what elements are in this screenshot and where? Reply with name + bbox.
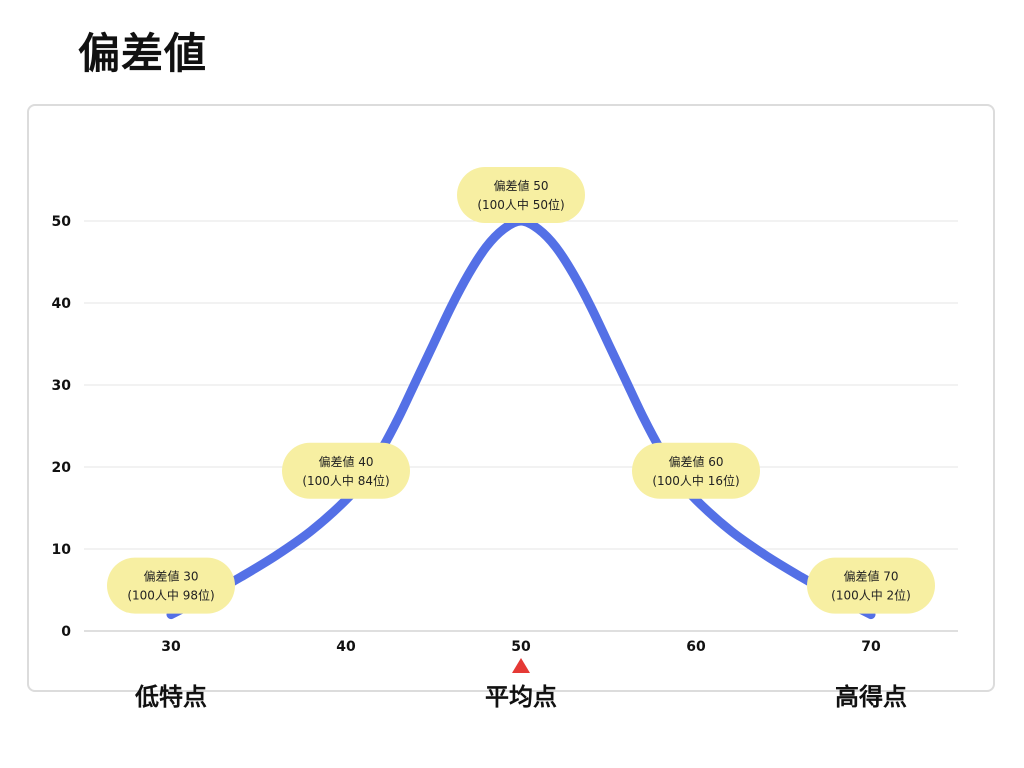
- callout-rank-text: (100人中 98位): [127, 588, 214, 603]
- y-tick-label: 10: [52, 542, 72, 558]
- mean-marker-icon: [512, 658, 530, 673]
- y-tick-label: 40: [52, 296, 72, 312]
- y-tick-label: 50: [52, 214, 72, 230]
- score-region-label: 高得点: [835, 683, 907, 711]
- page-title: 偏差値: [78, 29, 208, 78]
- y-tick-label: 0: [61, 624, 71, 640]
- callout-score-text: 偏差値 50: [493, 178, 548, 193]
- callout-label: 偏差値 50 (100人中 50位): [457, 167, 585, 223]
- bell-curve-line: [166, 216, 876, 620]
- callout-bubble: [282, 442, 410, 499]
- line-layer: [166, 216, 876, 620]
- score-region-label: 平均点: [485, 683, 557, 711]
- callout-bubble: [807, 557, 935, 614]
- x-tick-label: 40: [336, 639, 356, 655]
- callout-label: 偏差値 60 (100人中 16位): [632, 442, 760, 499]
- callout-score-text: 偏差値 70: [843, 569, 898, 584]
- score-region-label: 低特点: [134, 683, 207, 711]
- callout-score-text: 偏差値 40: [318, 454, 373, 469]
- x-tick-label: 50: [511, 639, 531, 655]
- x-tick-label: 70: [861, 639, 881, 655]
- y-tick-label: 20: [52, 460, 72, 476]
- callout-rank-text: (100人中 16位): [652, 473, 739, 488]
- x-tick-label: 60: [686, 639, 706, 655]
- callout-rank-text: (100人中 50位): [477, 197, 564, 212]
- tick-layer: 0 10 20 30 40 50 30 40 50 60 70: [52, 214, 881, 655]
- callout-bubble: [632, 442, 760, 499]
- callout-score-text: 偏差値 30: [143, 569, 198, 584]
- callout-label: 偏差値 30 (100人中 98位): [107, 557, 235, 614]
- callout-score-text: 偏差値 60: [668, 454, 723, 469]
- callout-label: 偏差値 70 (100人中 2位): [807, 557, 935, 614]
- callout-layer: 偏差値 30 (100人中 98位) 偏差値 40 (100人中 84位) 偏差値 50…: [107, 167, 935, 614]
- callout-label: 偏差値 40 (100人中 84位): [282, 442, 410, 499]
- x-tick-label: 30: [161, 639, 181, 655]
- callout-rank-text: (100人中 2位): [831, 588, 911, 603]
- y-tick-label: 30: [52, 378, 72, 394]
- callout-rank-text: (100人中 84位): [302, 473, 389, 488]
- bottom-label-layer: 低特点 平均点 高得点: [134, 658, 907, 711]
- callout-bubble: [457, 167, 585, 223]
- callout-bubble: [107, 557, 235, 614]
